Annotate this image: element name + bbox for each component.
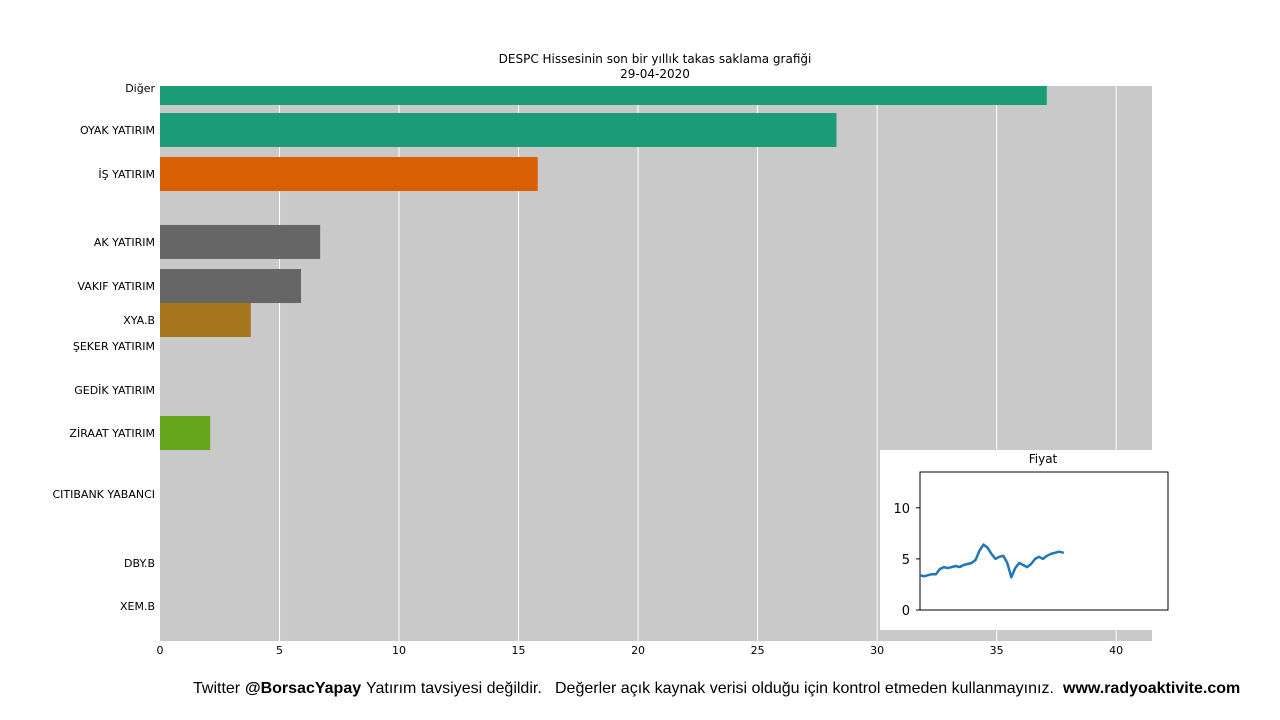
x-tick-labels: 0 5 10 15 20 25 30 35 40 (157, 644, 1124, 657)
x-tick-label: 35 (990, 644, 1004, 657)
footer-disclaimer: Yatırım tavsiyesi değildir. (366, 680, 542, 697)
inset-y-tick-label: 0 (902, 604, 910, 619)
bars (160, 86, 1047, 450)
footer-twitter-handle[interactable]: @BorsacYapay (245, 680, 362, 697)
category-label: İŞ YATIRIM (98, 168, 155, 181)
bar (160, 157, 538, 191)
x-tick-label: 15 (512, 644, 526, 657)
x-tick-label: 40 (1109, 644, 1123, 657)
bar (160, 303, 251, 337)
x-tick-label: 30 (870, 644, 884, 657)
category-label: AK YATIRIM (94, 236, 155, 249)
bar (160, 269, 302, 303)
price-line (919, 543, 1065, 579)
inset-y-tick-label: 5 (902, 553, 910, 568)
bar (160, 86, 1047, 105)
x-tick-label: 0 (157, 644, 164, 657)
x-tick-label: 20 (631, 644, 645, 657)
chart-title: DESPC Hissesinin son bir yıllık takas sa… (499, 52, 812, 66)
x-tick-label: 5 (276, 644, 283, 657)
x-tick-label: 10 (392, 644, 406, 657)
category-label: DBY.B (124, 557, 155, 570)
footer-twitter-prefix: Twitter (193, 680, 241, 697)
chart-subtitle: 29-04-2020 (620, 67, 690, 81)
inset-frame (919, 471, 1169, 611)
category-label: ŞEKER YATIRIM (73, 340, 155, 353)
price-inset: Fiyat 0 5 10 (880, 450, 1170, 630)
bar (160, 113, 837, 147)
category-label: Diğer (125, 82, 155, 95)
footer: Twitter @BorsacYapay Yatırım tavsiyesi d… (0, 680, 1280, 702)
inset-title: Fiyat (1029, 452, 1058, 466)
category-label: XEM.B (120, 600, 155, 613)
category-label: CITIBANK YABANCI (52, 488, 155, 501)
category-label: GEDİK YATIRIM (74, 384, 155, 397)
category-label: OYAK YATIRIM (80, 124, 155, 137)
x-tick-label: 25 (751, 644, 765, 657)
bar (160, 225, 321, 259)
footer-warning: Değerler açık kaynak verisi olduğu için … (555, 680, 1054, 697)
bar (160, 416, 211, 450)
footer-website[interactable]: www.radyoaktivite.com (1063, 680, 1241, 697)
category-label: VAKIF YATIRIM (77, 280, 155, 293)
inset-y-ticks: 0 5 10 (893, 502, 920, 619)
category-label: XYA.B (123, 314, 155, 327)
inset-y-tick-label: 10 (893, 502, 910, 517)
category-labels: Diğer OYAK YATIRIM İŞ YATIRIM AK YATIRIM VAK… (52, 82, 155, 613)
category-label: ZİRAAT YATIRIM (69, 427, 155, 440)
